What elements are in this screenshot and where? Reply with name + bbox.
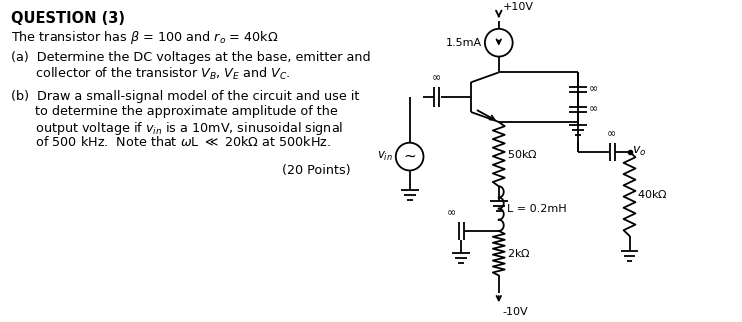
Text: -10V: -10V xyxy=(503,307,528,317)
Text: (a)  Determine the DC voltages at the base, emitter and: (a) Determine the DC voltages at the bas… xyxy=(11,51,371,64)
Text: The transistor has $\beta$ = 100 and $r_o$ = 40k$\Omega$: The transistor has $\beta$ = 100 and $r_… xyxy=(11,29,279,46)
Text: +10V: +10V xyxy=(503,2,533,12)
Text: $v_{in}$: $v_{in}$ xyxy=(377,150,393,163)
Text: 50k$\Omega$: 50k$\Omega$ xyxy=(507,148,537,160)
Text: QUESTION (3): QUESTION (3) xyxy=(11,11,125,26)
Text: output voltage if $v_{in}$ is a 10mV, sinusoidal signal: output voltage if $v_{in}$ is a 10mV, si… xyxy=(11,120,344,137)
Text: (20 Points): (20 Points) xyxy=(281,164,350,176)
Text: $v_o$: $v_o$ xyxy=(632,145,647,158)
Text: ∞: ∞ xyxy=(432,73,441,83)
Text: of 500 kHz.  Note that $\omega$L $\ll$ 20k$\Omega$ at 500kHz.: of 500 kHz. Note that $\omega$L $\ll$ 20… xyxy=(11,135,332,149)
Text: ∞: ∞ xyxy=(447,208,456,218)
Text: ∞: ∞ xyxy=(589,84,598,94)
Text: collector of the transistor $V_B$, $V_E$ and $V_C$.: collector of the transistor $V_B$, $V_E$… xyxy=(11,65,291,81)
Text: to determine the approximate amplitude of the: to determine the approximate amplitude o… xyxy=(11,105,338,118)
Text: 2k$\Omega$: 2k$\Omega$ xyxy=(507,247,531,259)
Text: ∞: ∞ xyxy=(607,129,617,139)
Text: (b)  Draw a small-signal model of the circuit and use it: (b) Draw a small-signal model of the cir… xyxy=(11,90,360,103)
Text: 40k$\Omega$: 40k$\Omega$ xyxy=(637,188,668,200)
Text: ~: ~ xyxy=(403,149,416,164)
Text: 1.5mA: 1.5mA xyxy=(446,38,482,48)
Text: L = 0.2mH: L = 0.2mH xyxy=(507,204,566,213)
Text: ∞: ∞ xyxy=(589,104,598,114)
